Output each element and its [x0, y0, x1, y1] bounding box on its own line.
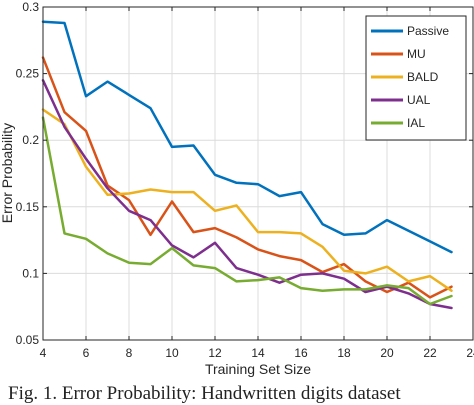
series-line-bald: [41, 108, 453, 292]
legend: Passive MU BALD UAL IAL: [365, 15, 467, 141]
y-tick-label: 0.2: [22, 133, 39, 147]
y-tick-label: 0.3: [22, 0, 39, 14]
x-tick-label: 8: [126, 346, 133, 360]
y-tick-label: 0.05: [16, 333, 40, 347]
error-probability-chart: 4 6 8 10 12 14 16 18 20 22 24 0.05 0.1 0.15 0.2 0.25 0.3…: [0, 0, 474, 377]
y-axis-label: Error Probability: [0, 123, 15, 223]
legend-label-ial: IAL: [407, 116, 425, 130]
series-lines: [41, 20, 453, 310]
series-line-passive: [41, 20, 453, 254]
x-tick-label: 20: [380, 346, 394, 360]
axis-ticks: 4 6 8 10 12 14 16 18 20 22 24 0.05 0.1 0.15 0.2 0.25 0.3: [16, 0, 474, 360]
legend-label-passive: Passive: [407, 24, 449, 38]
x-tick-label: 10: [165, 346, 179, 360]
x-tick-label: 18: [337, 346, 351, 360]
x-tick-label: 6: [83, 346, 90, 360]
figure-caption: Fig. 1. Error Probability: Handwritten d…: [8, 383, 401, 404]
y-tick-label: 0.25: [16, 67, 40, 81]
x-axis-label: Training Set Size: [205, 361, 311, 377]
legend-label-bald: BALD: [407, 70, 439, 84]
x-tick-label: 24: [466, 346, 474, 360]
x-tick-label: 16: [294, 346, 308, 360]
x-tick-label: 22: [423, 346, 437, 360]
series-line-mu: [41, 56, 453, 299]
legend-label-mu: MU: [407, 47, 426, 61]
x-tick-label: 12: [208, 346, 222, 360]
series-line-ial: [41, 116, 453, 306]
y-tick-label: 0.1: [22, 266, 39, 280]
x-tick-label: 14: [251, 346, 265, 360]
legend-label-ual: UAL: [407, 93, 431, 107]
y-tick-label: 0.15: [16, 200, 40, 214]
x-tick-label: 4: [40, 346, 47, 360]
series-line-ual: [41, 79, 453, 310]
